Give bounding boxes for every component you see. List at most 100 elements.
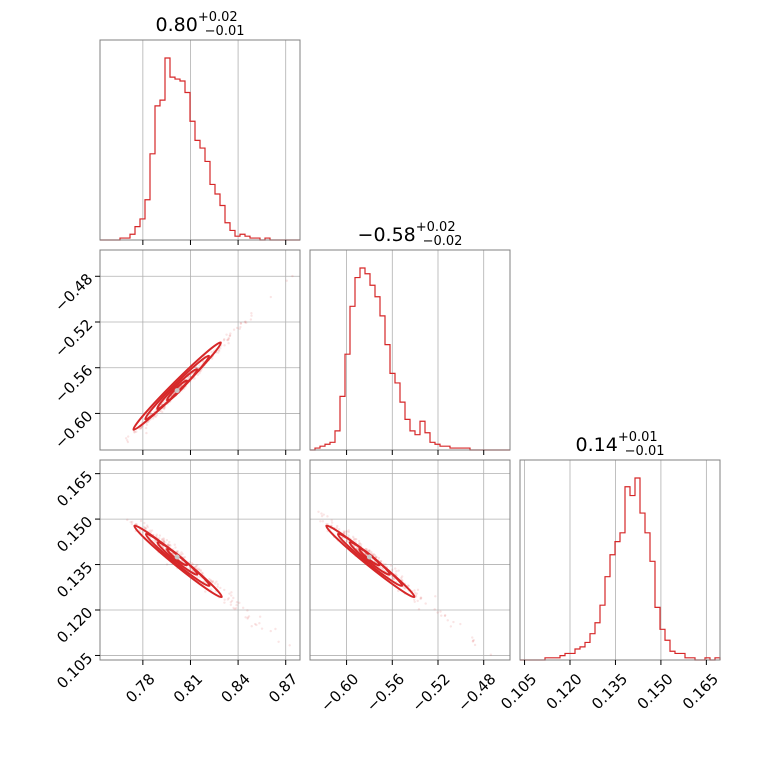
scatter-point (233, 607, 236, 611)
scatter-point (357, 542, 361, 545)
scatter-point (397, 589, 400, 593)
grid-lines (100, 40, 707, 660)
scatter-point (209, 579, 213, 582)
scatter-point (139, 427, 142, 430)
median-marker (174, 554, 180, 560)
scatter-point (241, 606, 245, 610)
scatter-point (320, 512, 323, 515)
scatter-point (235, 601, 239, 604)
contour-level (132, 341, 222, 431)
scatter-point (188, 560, 192, 564)
scatter-point (223, 601, 226, 604)
scatter-point (345, 532, 348, 536)
scatter-point (168, 543, 171, 547)
scatter-point (210, 350, 213, 354)
scatter-point (244, 616, 247, 619)
scatter-point (326, 515, 329, 518)
scatter-point (345, 539, 348, 543)
panel-frame-1-1 (309, 249, 511, 451)
scatter-point (227, 336, 230, 340)
scatter-point (163, 405, 167, 409)
scatter-point (258, 615, 262, 618)
scatter-point (197, 567, 201, 570)
scatter-point (346, 539, 349, 543)
scatter-point (126, 435, 130, 438)
scatter-point (253, 622, 257, 626)
scatter-point (188, 567, 191, 570)
scatter-point (414, 595, 418, 598)
scatter-point (345, 530, 348, 533)
scatter-point (146, 524, 149, 527)
scatter-point (368, 549, 371, 552)
scatter-point (392, 577, 396, 581)
scatter-point (439, 610, 442, 613)
scatter-point (197, 568, 200, 572)
scatter-point (162, 540, 165, 543)
scatter-point (446, 619, 449, 622)
scatter-point (471, 640, 474, 643)
scatter-point (238, 327, 241, 330)
scatter-point (130, 522, 134, 526)
scatter-point (291, 274, 294, 278)
scatter-point (226, 338, 230, 342)
scatter-point (359, 543, 363, 546)
scatter-point (413, 591, 417, 595)
scatter-point (198, 372, 201, 375)
panel-frame-1-0 (99, 249, 301, 451)
contour-level (133, 524, 223, 599)
scatter-point (347, 529, 350, 532)
scatter-point (321, 520, 325, 523)
scatter-point (412, 598, 416, 601)
scatter-point (164, 398, 167, 402)
x-tick-label: −0.56 (363, 670, 408, 715)
scatter-point (228, 592, 231, 595)
scatter-point (230, 591, 233, 594)
scatter-point (239, 325, 242, 329)
scatter-point (225, 333, 228, 336)
median-marker (174, 388, 180, 394)
scatter-point (139, 519, 143, 523)
x-tick-label: −0.48 (454, 670, 499, 715)
panel-frame-2-1 (309, 459, 511, 661)
x-tick-label: −0.60 (317, 670, 362, 715)
y-tick-label: −0.48 (51, 270, 96, 315)
scatter-point (374, 555, 377, 558)
x-tick-label: 0.135 (588, 670, 631, 713)
scatter-point (209, 579, 212, 582)
scatter-point (365, 548, 368, 551)
scatter-point (320, 514, 324, 518)
scatter-point (223, 338, 226, 341)
panel-frames (99, 39, 721, 661)
scatter-point (194, 564, 198, 568)
scatter-point (164, 541, 167, 544)
scatter-point (150, 529, 154, 532)
scatter-point (258, 621, 261, 625)
scatter-point (377, 556, 381, 560)
scatter-point (213, 582, 217, 585)
scatter-point (126, 440, 130, 444)
x-tick-label: 0.81 (170, 670, 206, 706)
x-tick-label: 0.78 (122, 670, 158, 706)
scatter-point (424, 602, 427, 605)
y-tick-label: −0.60 (51, 407, 96, 452)
scatter-point (243, 321, 247, 324)
title-param-1: −0.58+0.02 −0.02 (358, 220, 463, 249)
scatter-point (403, 586, 406, 590)
scatter-point (235, 326, 239, 330)
scatter-point (274, 627, 277, 631)
scatter-point (244, 320, 247, 323)
scatter-point (194, 366, 198, 369)
x-tick-label: 0.150 (634, 670, 677, 713)
scatter-point (211, 581, 214, 584)
scatter-point (351, 535, 355, 539)
scatter-point (161, 545, 165, 548)
x-tick-label: 0.105 (497, 670, 540, 713)
scatter-point (288, 644, 291, 647)
scatter-point (391, 576, 394, 579)
scatter-point (166, 542, 170, 546)
scatter-point (175, 550, 178, 553)
title-param-0: 0.80+0.02 −0.01 (156, 10, 245, 39)
scatter-point (201, 360, 205, 363)
x-tick-label: 0.84 (217, 670, 253, 706)
scatter-point (255, 623, 258, 627)
